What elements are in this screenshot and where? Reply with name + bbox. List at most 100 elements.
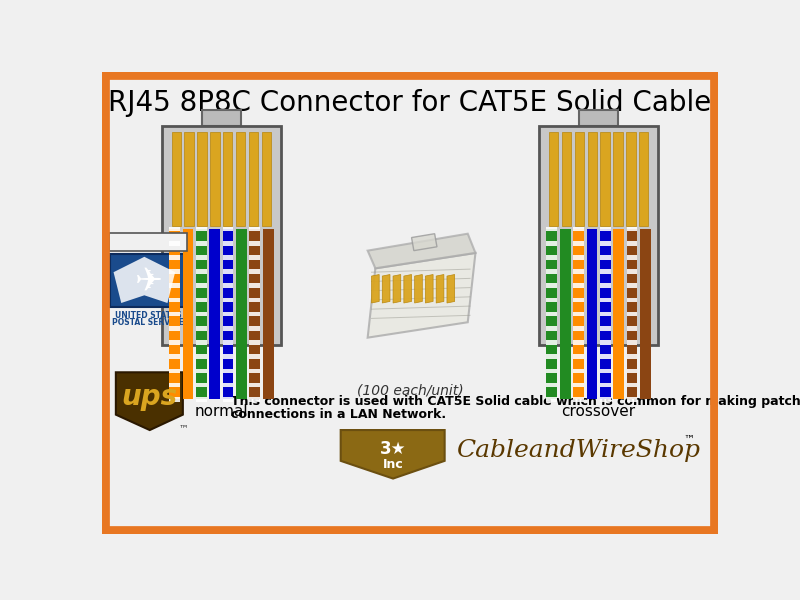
Bar bbox=[196, 241, 206, 245]
Bar bbox=[169, 227, 180, 232]
Bar bbox=[600, 269, 610, 274]
Bar bbox=[196, 229, 206, 399]
Polygon shape bbox=[116, 372, 183, 430]
Bar bbox=[600, 283, 610, 288]
Bar bbox=[210, 229, 220, 399]
Bar bbox=[600, 255, 610, 260]
Bar bbox=[196, 355, 206, 359]
Bar bbox=[546, 255, 558, 260]
Bar bbox=[250, 255, 260, 260]
Text: connections in a LAN Network.: connections in a LAN Network. bbox=[231, 409, 446, 421]
Bar bbox=[600, 355, 610, 359]
Bar bbox=[250, 269, 260, 274]
Bar bbox=[250, 312, 260, 316]
Polygon shape bbox=[341, 430, 445, 479]
Bar bbox=[600, 368, 610, 373]
Bar bbox=[250, 340, 260, 345]
Bar bbox=[250, 368, 260, 373]
Bar bbox=[196, 383, 206, 388]
Bar bbox=[600, 227, 610, 232]
Bar bbox=[171, 132, 181, 226]
Bar bbox=[222, 312, 234, 316]
Bar bbox=[250, 229, 260, 399]
Polygon shape bbox=[447, 275, 454, 303]
FancyBboxPatch shape bbox=[109, 233, 187, 251]
Bar bbox=[222, 283, 234, 288]
Bar bbox=[169, 229, 180, 399]
Bar bbox=[626, 283, 638, 288]
Polygon shape bbox=[368, 233, 475, 268]
Bar bbox=[546, 312, 558, 316]
Bar bbox=[573, 326, 584, 331]
Bar bbox=[546, 368, 558, 373]
Bar bbox=[573, 383, 584, 388]
Bar bbox=[573, 283, 584, 288]
Polygon shape bbox=[382, 275, 390, 303]
Bar bbox=[250, 383, 260, 388]
Bar bbox=[626, 227, 638, 232]
Bar bbox=[222, 241, 234, 245]
Bar bbox=[573, 255, 584, 260]
Bar bbox=[223, 132, 233, 226]
Bar bbox=[198, 132, 206, 226]
Bar bbox=[573, 269, 584, 274]
Polygon shape bbox=[411, 233, 437, 251]
Bar bbox=[169, 241, 180, 245]
Bar bbox=[202, 110, 241, 126]
Bar bbox=[196, 326, 206, 331]
Bar bbox=[162, 126, 281, 346]
Bar bbox=[222, 368, 234, 373]
Text: POSTAL SERVICE: POSTAL SERVICE bbox=[112, 319, 184, 328]
Bar bbox=[250, 298, 260, 302]
Bar bbox=[600, 326, 610, 331]
Bar bbox=[169, 383, 180, 388]
Polygon shape bbox=[404, 275, 411, 303]
Text: ™: ™ bbox=[178, 423, 189, 433]
Bar bbox=[250, 241, 260, 245]
Bar bbox=[546, 326, 558, 331]
Bar bbox=[169, 298, 180, 302]
Bar bbox=[626, 255, 638, 260]
Text: RJ45 8P8C Connector for CAT5E Solid Cable: RJ45 8P8C Connector for CAT5E Solid Cabl… bbox=[108, 89, 712, 117]
Bar bbox=[196, 340, 206, 345]
Bar bbox=[626, 368, 638, 373]
Bar bbox=[169, 312, 180, 316]
Bar bbox=[169, 326, 180, 331]
Bar bbox=[222, 355, 234, 359]
Bar bbox=[626, 397, 638, 401]
Bar bbox=[546, 227, 558, 232]
Bar bbox=[222, 255, 234, 260]
Bar bbox=[196, 312, 206, 316]
Bar bbox=[222, 229, 234, 399]
Bar bbox=[196, 255, 206, 260]
Polygon shape bbox=[371, 275, 379, 303]
Bar bbox=[600, 298, 610, 302]
Bar bbox=[626, 340, 638, 345]
Bar bbox=[196, 283, 206, 288]
Polygon shape bbox=[368, 253, 475, 338]
Bar bbox=[262, 132, 271, 226]
Bar bbox=[250, 283, 260, 288]
Bar bbox=[640, 229, 651, 399]
Bar bbox=[222, 326, 234, 331]
Polygon shape bbox=[426, 275, 433, 303]
Polygon shape bbox=[393, 275, 401, 303]
Bar bbox=[546, 383, 558, 388]
Bar bbox=[110, 254, 186, 307]
Bar bbox=[539, 126, 658, 346]
Bar bbox=[587, 132, 597, 226]
Bar bbox=[573, 397, 584, 401]
Bar bbox=[573, 355, 584, 359]
Bar bbox=[169, 269, 180, 274]
Bar bbox=[626, 269, 638, 274]
Bar bbox=[546, 298, 558, 302]
Bar bbox=[169, 255, 180, 260]
Bar bbox=[250, 227, 260, 232]
Bar bbox=[573, 227, 584, 232]
Bar bbox=[614, 132, 622, 226]
Bar bbox=[169, 368, 180, 373]
Bar bbox=[579, 110, 618, 126]
Bar bbox=[546, 283, 558, 288]
Bar bbox=[196, 368, 206, 373]
Bar bbox=[546, 397, 558, 401]
